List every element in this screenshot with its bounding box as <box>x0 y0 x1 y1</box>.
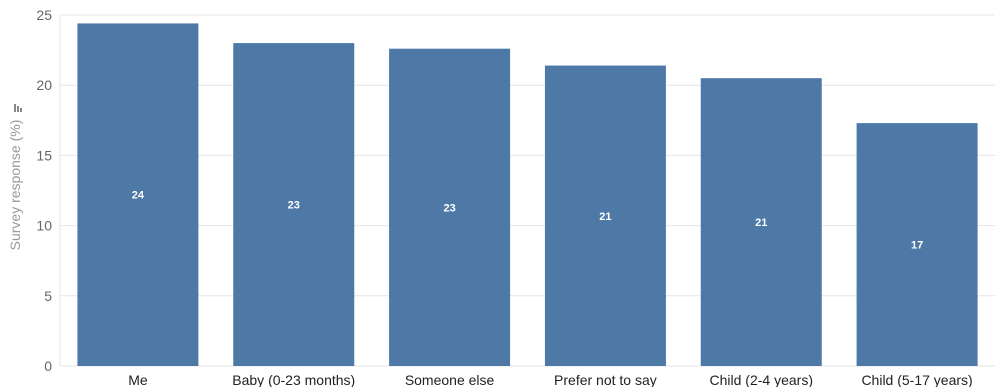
bar-value-label: 23 <box>288 200 300 212</box>
gridlines <box>59 14 995 367</box>
y-axis-ticks: 0 5 10 15 20 25 <box>36 7 52 374</box>
y-tick-label: 0 <box>44 358 52 374</box>
x-category-label: Child (2-4 years) <box>710 372 813 387</box>
bar[interactable] <box>77 23 199 366</box>
bar[interactable] <box>700 78 822 367</box>
bar-value-label: 21 <box>599 211 611 223</box>
y-tick-label: 15 <box>36 147 52 163</box>
x-category-label: Child (5-17 years) <box>861 372 972 387</box>
x-category-label: Me <box>128 372 148 387</box>
bar[interactable] <box>856 123 978 366</box>
bar-value-label: 17 <box>911 240 923 252</box>
bars: 24 23 23 21 21 17 <box>77 23 978 367</box>
bar[interactable] <box>544 65 666 366</box>
sort-icon[interactable] <box>14 104 22 112</box>
x-category-label: Prefer not to say <box>554 372 657 387</box>
bar[interactable] <box>389 48 511 367</box>
x-category-label: Someone else <box>405 372 495 387</box>
bar-value-label: 21 <box>755 217 767 229</box>
x-axis-labels: Me Baby (0-23 months) Someone else Prefer n… <box>128 372 973 387</box>
y-tick-label: 10 <box>36 218 52 234</box>
y-axis-title: Survey response (%) <box>7 120 23 251</box>
bar-value-label: 23 <box>443 202 455 214</box>
x-category-label: Baby (0-23 months) <box>232 372 355 387</box>
y-tick-label: 5 <box>44 288 52 304</box>
y-tick-label: 25 <box>36 7 52 23</box>
bar[interactable] <box>233 43 355 367</box>
y-tick-label: 20 <box>36 77 52 93</box>
bar-value-label: 24 <box>132 190 145 202</box>
